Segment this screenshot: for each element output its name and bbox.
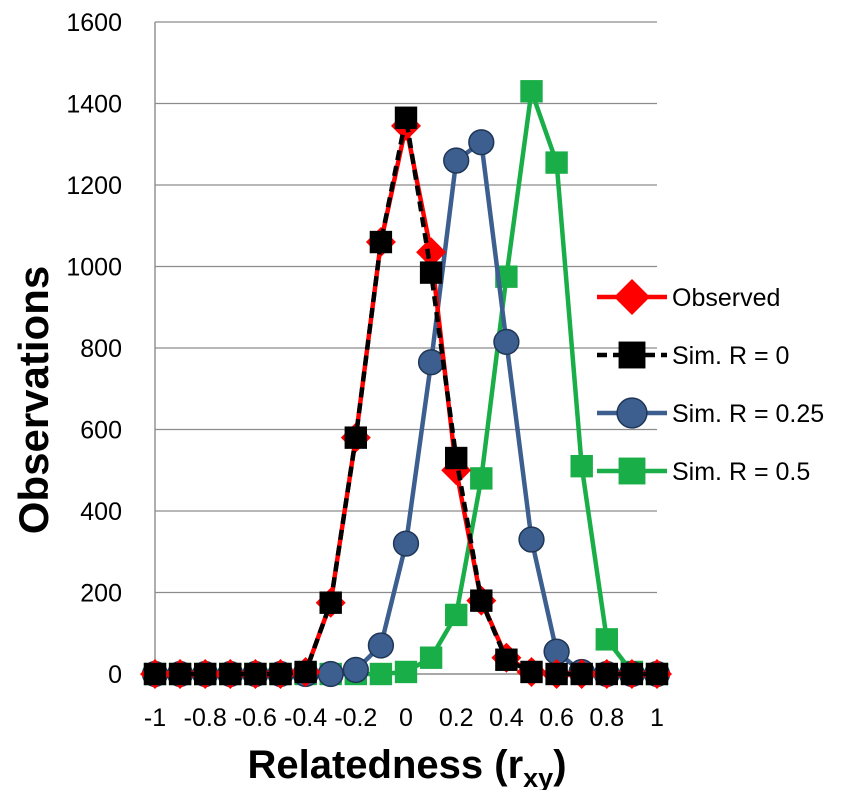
legend-item: Sim. R = 0.5 — [597, 457, 810, 486]
series-0 — [140, 110, 672, 689]
data-point — [545, 662, 568, 686]
data-point — [392, 530, 420, 557]
series-line — [155, 123, 657, 677]
data-point — [317, 660, 344, 688]
data-point — [470, 467, 493, 490]
legend-item: Observed — [597, 279, 780, 315]
data-point — [520, 80, 543, 103]
data-point — [319, 591, 342, 614]
x-tick-label: 1 — [650, 704, 664, 732]
gridlines — [155, 21, 657, 594]
data-point — [620, 662, 644, 686]
data-point — [419, 646, 443, 669]
series-line — [155, 89, 658, 677]
legend-label: Sim. R = 0.5 — [672, 458, 810, 486]
data-point — [417, 349, 445, 376]
data-point — [468, 129, 495, 156]
plot-area — [140, 80, 672, 689]
data-point — [342, 656, 369, 684]
series-2 — [141, 129, 671, 688]
y-tick-label: 800 — [80, 335, 122, 363]
legend-label: Sim. R = 0 — [672, 342, 789, 370]
y-tick-label: 400 — [80, 498, 122, 526]
y-tick-label: 1200 — [66, 172, 122, 200]
y-tick-label: 200 — [80, 580, 122, 608]
x-axis-title: Relatedness (rxy) — [247, 743, 566, 790]
data-point — [595, 628, 618, 651]
y-tick-label: 1600 — [66, 9, 122, 37]
x-axis-title-suffix: ) — [553, 743, 566, 787]
x-tick-label: 0 — [399, 704, 413, 732]
legend: Observed Sim. R = 0 Sim. R = 0.25 Sim. R = … — [597, 279, 824, 486]
data-point — [194, 662, 217, 686]
data-point — [416, 237, 447, 268]
data-point — [168, 662, 192, 686]
data-point — [394, 106, 418, 129]
data-point — [445, 446, 468, 470]
data-point — [269, 662, 292, 686]
legend-label: Sim. R = 0.25 — [672, 400, 824, 428]
data-point — [143, 662, 167, 686]
data-point — [294, 660, 317, 684]
legend-label: Observed — [672, 284, 780, 312]
data-point — [219, 662, 242, 686]
data-point — [419, 261, 443, 284]
data-point — [545, 151, 568, 174]
data-point — [570, 454, 593, 478]
x-tick-label: -0.4 — [284, 704, 327, 732]
x-tick-label: -1 — [144, 704, 166, 732]
data-point — [493, 328, 520, 356]
legend-marker — [614, 279, 650, 315]
data-point — [244, 662, 267, 686]
y-tick-label: 600 — [80, 417, 122, 445]
y-tick-label: 1400 — [66, 91, 122, 119]
y-axis-title: Observations — [10, 266, 57, 534]
legend-marker — [618, 341, 646, 369]
data-point — [470, 589, 493, 612]
x-tick-label: 0.6 — [539, 704, 574, 732]
legend-marker — [616, 397, 648, 429]
series-line — [155, 115, 657, 677]
data-point — [367, 632, 395, 659]
x-axis: -1 -0.8 -0.6 -0.4 -0.2 0 0.2 0.4 0.6 0.8 1 — [144, 673, 664, 732]
x-tick-label: 0.2 — [439, 704, 474, 732]
data-point — [595, 662, 618, 686]
data-point — [520, 660, 543, 684]
series-3 — [143, 80, 669, 686]
data-point — [369, 230, 393, 254]
x-tick-label: 0.4 — [489, 704, 524, 732]
data-point — [344, 426, 367, 449]
legend-marker — [618, 457, 646, 485]
y-axis: 0 200 400 600 800 1000 1200 1400 1600 — [66, 9, 156, 689]
x-tick-label: 0.8 — [589, 704, 624, 732]
data-point — [570, 662, 593, 686]
data-point — [394, 660, 418, 684]
series-line — [155, 139, 657, 677]
x-tick-label: -0.6 — [234, 704, 277, 732]
data-point — [445, 603, 468, 627]
x-tick-label: -0.2 — [334, 704, 377, 732]
series-1 — [143, 106, 669, 686]
data-point — [495, 648, 518, 671]
x-axis-title-subscript: xy — [523, 763, 553, 790]
data-point — [443, 147, 470, 174]
data-point — [369, 662, 393, 686]
legend-item: Sim. R = 0 — [597, 341, 789, 370]
x-tick-label: -0.8 — [184, 704, 227, 732]
data-point — [645, 662, 669, 686]
y-tick-label: 0 — [108, 661, 122, 689]
legend-item: Sim. R = 0.25 — [597, 397, 824, 429]
y-tick-label: 1000 — [66, 254, 122, 282]
data-point — [518, 526, 545, 553]
x-axis-title-main: Relatedness (r — [247, 743, 523, 787]
